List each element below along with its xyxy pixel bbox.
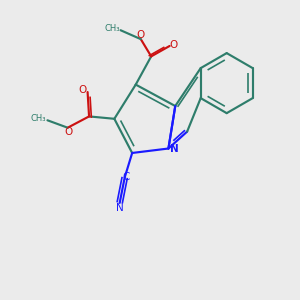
Text: CH₃: CH₃ bbox=[31, 114, 46, 123]
Text: N: N bbox=[170, 144, 179, 154]
Text: N: N bbox=[116, 203, 124, 213]
Text: C: C bbox=[122, 172, 130, 182]
Text: O: O bbox=[65, 127, 73, 137]
Text: CH₃: CH₃ bbox=[104, 24, 120, 33]
Text: O: O bbox=[78, 85, 86, 95]
Text: O: O bbox=[136, 30, 144, 40]
Text: O: O bbox=[170, 40, 178, 50]
